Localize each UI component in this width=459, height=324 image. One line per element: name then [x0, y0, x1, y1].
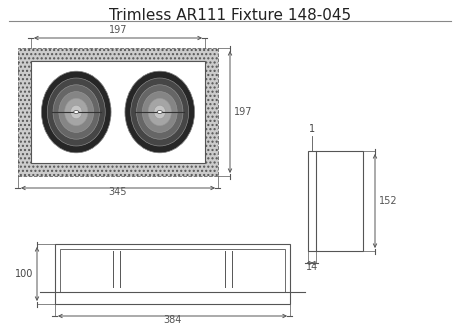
Ellipse shape — [157, 110, 162, 113]
Ellipse shape — [70, 105, 82, 119]
Bar — [308, 151, 362, 251]
Ellipse shape — [154, 105, 165, 119]
Text: 1: 1 — [308, 124, 314, 134]
Bar — [55, 244, 289, 304]
Ellipse shape — [41, 71, 111, 153]
Bar — [60, 249, 285, 292]
Bar — [31, 61, 205, 163]
Text: 345: 345 — [108, 187, 127, 197]
Text: 100: 100 — [15, 269, 33, 279]
Ellipse shape — [59, 92, 94, 133]
Text: 197: 197 — [234, 107, 252, 117]
Text: Trimless AR111 Fixture 148-045: Trimless AR111 Fixture 148-045 — [109, 8, 350, 23]
Text: 384: 384 — [163, 315, 181, 324]
Ellipse shape — [142, 92, 177, 133]
Bar — [18, 48, 218, 176]
Ellipse shape — [125, 71, 194, 153]
Ellipse shape — [73, 110, 78, 113]
Ellipse shape — [47, 78, 105, 146]
Text: 152: 152 — [378, 196, 397, 206]
Bar — [18, 48, 218, 176]
Ellipse shape — [41, 71, 111, 153]
Ellipse shape — [130, 78, 188, 146]
Text: 14: 14 — [305, 262, 318, 272]
Ellipse shape — [65, 98, 88, 126]
Text: 197: 197 — [108, 25, 127, 35]
Ellipse shape — [136, 85, 183, 139]
Ellipse shape — [148, 98, 171, 126]
Ellipse shape — [53, 85, 99, 139]
Ellipse shape — [125, 71, 194, 153]
